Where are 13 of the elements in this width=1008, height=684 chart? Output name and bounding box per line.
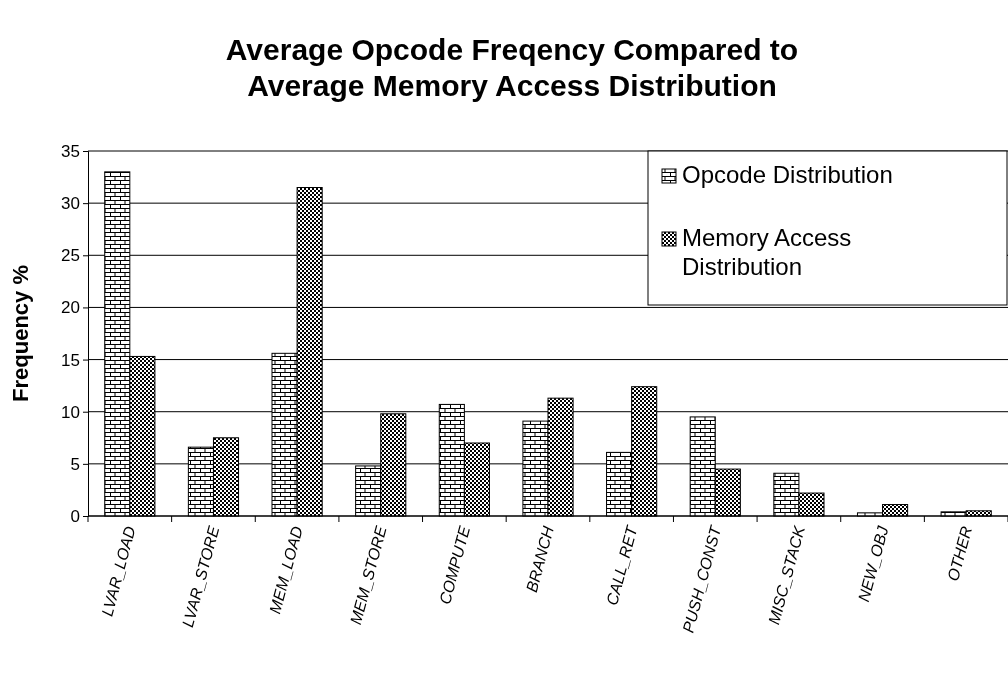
y-axis-title: Frequency %	[8, 265, 33, 402]
y-tick-label: 0	[70, 506, 80, 526]
y-tick-label: 30	[61, 194, 80, 214]
legend-label: Memory Access Distribution	[682, 224, 852, 280]
chart-title: Average Opcode Freqency Compared to Average Memory Access Distribution	[225, 33, 799, 102]
y-tick-label: 10	[61, 402, 80, 422]
y-tick-label: 35	[61, 141, 80, 161]
y-tick-label: 5	[70, 454, 80, 474]
x-tick-label: OTHER	[944, 523, 976, 583]
y-tick-label: 15	[61, 350, 80, 370]
y-tick-label: 20	[61, 298, 80, 318]
y-tick-label: 25	[61, 246, 80, 266]
legend-label: Opcode Distribution	[682, 161, 893, 188]
